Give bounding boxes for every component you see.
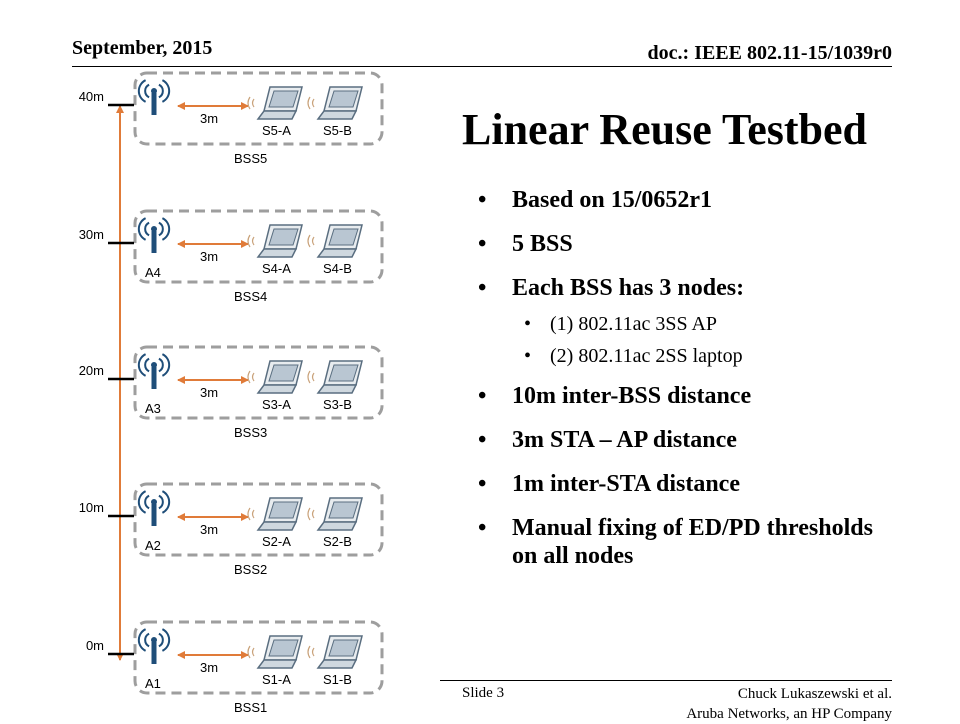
laptop-icon [247,86,303,120]
distance-label: 0m [86,638,104,653]
bss-name-label: BSS4 [234,289,267,304]
bss-box [133,620,384,695]
access-point-icon [137,353,171,389]
sub-bullet-item: (2) 802.11ac 2SS laptop [478,344,898,368]
bullet-item: 3m STA – AP distance [478,426,898,454]
header-divider [72,66,892,67]
ap-label: A1 [145,676,161,691]
spacing-label: 3m [200,249,218,264]
laptop-icon [247,497,303,531]
bullet-item: 1m inter-STA distance [478,470,898,498]
distance-label: 20m [79,363,104,378]
spacing-label: 3m [200,111,218,126]
sta-a-label: S1-A [262,672,291,687]
access-point-icon [137,628,171,664]
access-point-icon [137,79,171,115]
sta-a-label: S2-A [262,534,291,549]
bullet-item: 10m inter-BSS distance [478,382,898,410]
bss-diagram: 40m 3m S5-A S5-B BSS5 30m A4 3m S4-A S4-B BSS4 20m A… [79,71,384,715]
footer-author-line1: Chuck Lukaszewski et al. [737,686,892,702]
laptop-icon [307,360,363,394]
spacing-label: 3m [200,385,218,400]
header-date: September, 2015 [72,37,213,59]
bullet-item: Manual fixing of ED/PD thresholds on all… [478,514,898,570]
bss-name-label: BSS5 [234,151,267,166]
sta-b-label: S4-B [323,261,352,276]
bullet-list: Based on 15/0652r1 5 BSS Each BSS has 3 no… [478,186,898,586]
spacing-label: 3m [200,660,218,675]
bss-box [133,71,384,146]
bullet-item: 5 BSS [478,230,898,258]
slide-title: Linear Reuse Testbed [462,105,868,154]
sta-a-label: S5-A [262,123,291,138]
footer-author: Chuck Lukaszewski et al. Aruba Networks,… [686,684,892,724]
laptop-icon [307,635,363,669]
footer-slide-number: Slide 3 [462,685,505,701]
spacing-label: 3m [200,522,218,537]
laptop-icon [307,86,363,120]
laptop-icon [247,224,303,258]
ap-label: A2 [145,538,161,553]
sub-bullet-item: (1) 802.11ac 3SS AP [478,312,898,336]
distance-label: 10m [79,500,104,515]
bss-name-label: BSS3 [234,425,267,440]
footer-author-line2: Aruba Networks, an HP Company [686,706,892,722]
sta-b-label: S5-B [323,123,352,138]
sta-b-label: S3-B [323,397,352,412]
distance-label: 40m [79,89,104,104]
distance-label: 30m [79,227,104,242]
laptop-icon [307,224,363,258]
bss-name-label: BSS2 [234,562,267,577]
bss-box [133,209,384,284]
access-point-icon [137,217,171,253]
sta-a-label: S4-A [262,261,291,276]
header-doc-id: doc.: IEEE 802.11-15/1039r0 [647,42,892,64]
laptop-icon [307,497,363,531]
footer-divider [440,680,892,681]
access-point-icon [137,490,171,526]
sta-b-label: S1-B [323,672,352,687]
bullet-item: Based on 15/0652r1 [478,186,898,214]
sta-b-label: S2-B [323,534,352,549]
laptop-icon [247,360,303,394]
bss-name-label: BSS1 [234,700,267,715]
bullet-item: Each BSS has 3 nodes: [478,274,898,302]
bss-box [133,345,384,420]
ap-label: A4 [145,265,161,280]
bss-box [133,482,384,557]
laptop-icon [247,635,303,669]
ap-label: A3 [145,401,161,416]
sta-a-label: S3-A [262,397,291,412]
